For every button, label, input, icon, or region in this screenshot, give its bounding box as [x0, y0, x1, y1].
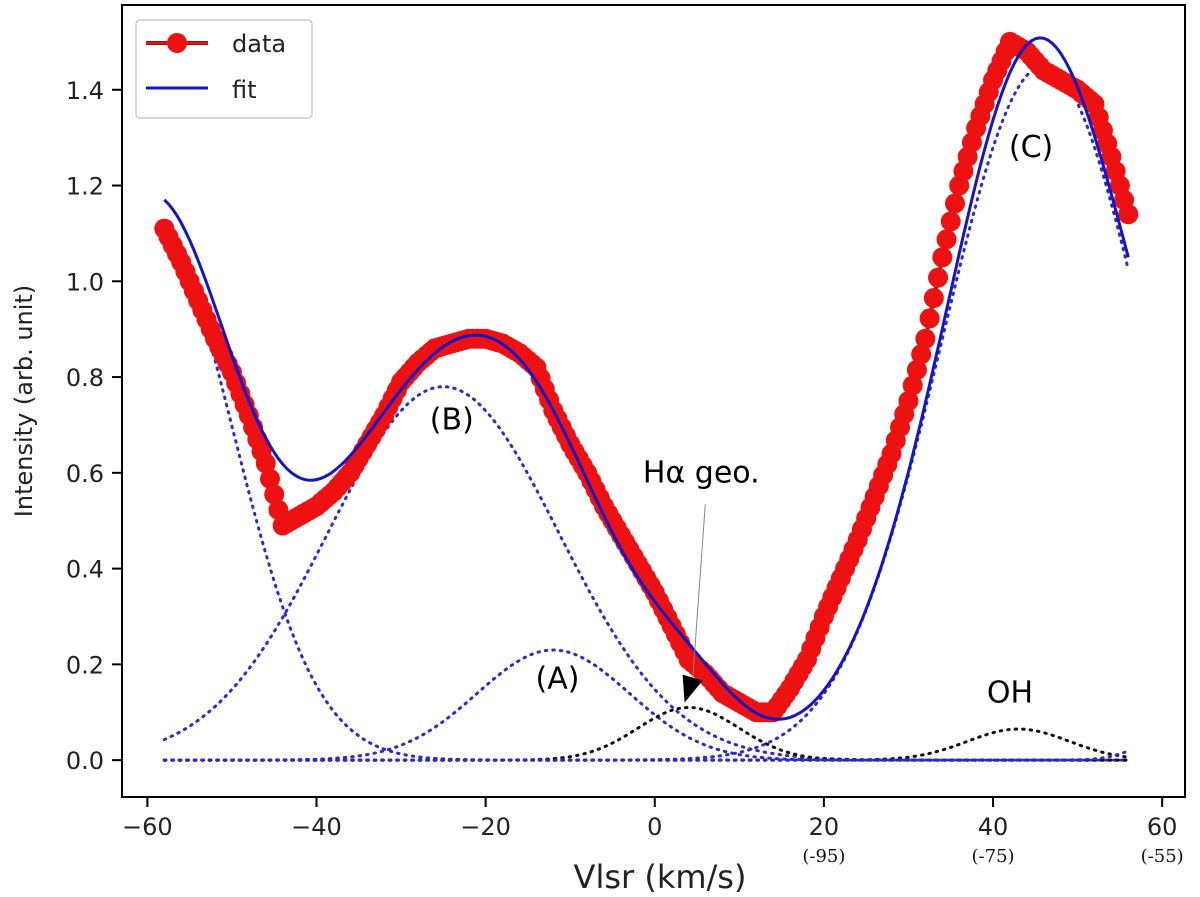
annotations: (B) (A) (C) OH Hα geo. [430, 130, 1053, 711]
y-tick-label: 0.4 [66, 556, 104, 584]
legend: data fit [135, 19, 313, 119]
x-secondary-tick-label: (-55) [1141, 846, 1184, 867]
fit-line [163, 36, 1130, 721]
x-secondary-tick-label: (-75) [972, 846, 1015, 867]
data-point [796, 649, 817, 670]
data-point [1016, 41, 1037, 62]
annotation-label: (C) [1009, 130, 1053, 165]
data-point [1050, 70, 1071, 91]
data-point [475, 328, 496, 349]
data-point [898, 391, 919, 411]
x-tick-label: −60 [122, 813, 173, 841]
x-tick-label: 40 [978, 813, 1009, 841]
data-point [391, 371, 412, 392]
annotation-label: (A) [536, 661, 580, 696]
x-secondary-tick-label: (-95) [802, 846, 845, 867]
x-tick-label: 60 [1147, 813, 1178, 841]
data-point [340, 462, 361, 483]
component-curve [162, 648, 1130, 762]
legend-data-label: data [232, 30, 286, 58]
data-point [407, 352, 428, 373]
component-curves [162, 64, 1130, 762]
legend-fit-label: fit [232, 76, 257, 104]
data-marker-fill [264, 484, 285, 505]
data-point [1101, 146, 1122, 167]
data-series [154, 31, 1139, 723]
data-point [864, 486, 885, 507]
x-axis: −60 −40 −20 0 20 40 60 (-95) (-75) (-55) [122, 797, 1184, 867]
data-marker-fill [906, 359, 927, 380]
data-point [881, 443, 902, 464]
y-tick-label: 1.2 [66, 173, 104, 201]
data-point [441, 333, 462, 354]
component-curve [162, 749, 1130, 762]
data-point [289, 505, 310, 526]
annotation-arrow-head [682, 674, 703, 703]
data-point [915, 328, 936, 349]
data-point [188, 290, 209, 311]
data-point [1118, 204, 1139, 225]
x-tick-label: −40 [291, 813, 342, 841]
y-tick-label: 1.0 [66, 268, 104, 296]
data-marker-fill [911, 344, 932, 365]
data-marker-fill [936, 229, 957, 250]
x-axis-label: Vlsr (km/s) [574, 858, 747, 896]
data-point [780, 678, 801, 699]
x-tick-label: 0 [647, 813, 662, 841]
y-tick-label: 0.0 [66, 747, 104, 775]
fit-series [163, 36, 1130, 721]
plot-frame [121, 4, 1186, 798]
data-point [949, 175, 970, 196]
x-tick-label: 20 [809, 813, 840, 841]
data-point [813, 606, 834, 627]
data-line [162, 39, 1131, 715]
y-tick-label: 1.4 [66, 77, 104, 105]
y-tick-label: 0.2 [66, 651, 104, 679]
annotation-arrow-line [692, 504, 706, 681]
data-point [205, 328, 226, 349]
data-point [999, 31, 1020, 52]
data-marker-fill [923, 288, 944, 309]
annotation-label: OH [987, 676, 1033, 711]
y-tick-label: 0.6 [66, 460, 104, 488]
data-point [526, 357, 547, 378]
annotation-label: Hα geo. [643, 455, 760, 490]
data-marker-fill [944, 193, 965, 214]
data-marker-fill [940, 211, 961, 232]
data-point [306, 496, 327, 517]
annotation-label: (B) [430, 403, 474, 438]
x-tick-label: −20 [460, 813, 511, 841]
legend-data-marker [167, 33, 187, 53]
data-point [509, 343, 530, 364]
data-point [594, 496, 615, 517]
data-point [932, 247, 953, 268]
data-point [272, 515, 293, 536]
data-point [983, 70, 1004, 91]
data-point [424, 338, 445, 359]
data-point [966, 118, 987, 139]
data-point [154, 218, 175, 239]
component-curve [162, 64, 1130, 762]
y-axis: 0.0 0.2 0.4 0.6 0.8 1.0 1.2 1.4 [66, 77, 122, 775]
data-point [171, 252, 192, 273]
data-point [830, 568, 851, 589]
data-point [847, 529, 868, 550]
data-marker-fill [259, 468, 280, 489]
data-point [644, 582, 665, 603]
component-curve [162, 705, 1130, 762]
data-point [255, 453, 276, 474]
data-point [1033, 60, 1054, 81]
data-marker-fill [902, 375, 923, 396]
data-marker-fill [928, 267, 949, 288]
y-axis-label: Intensity (arb. unit) [10, 285, 38, 517]
data-marker-fill [919, 308, 940, 329]
data-point [323, 481, 344, 502]
data-point [1084, 94, 1105, 115]
component-curve [162, 727, 1130, 762]
y-tick-label: 0.8 [66, 364, 104, 392]
